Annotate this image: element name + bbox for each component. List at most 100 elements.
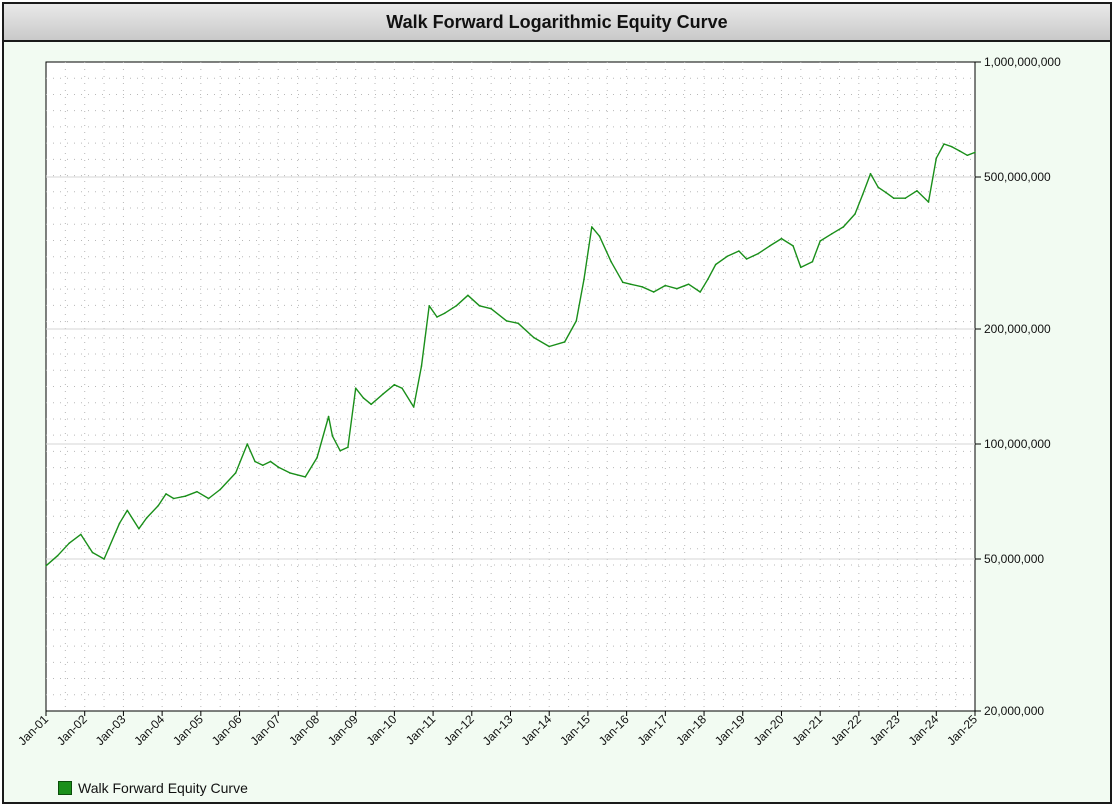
data-point bbox=[757, 252, 760, 255]
data-point bbox=[370, 403, 372, 406]
data-point bbox=[583, 278, 585, 281]
data-point bbox=[664, 284, 667, 287]
data-point bbox=[966, 154, 969, 157]
x-tick-label: Jan-23 bbox=[867, 712, 903, 748]
data-point bbox=[316, 457, 318, 459]
x-tick-label: Jan-09 bbox=[325, 712, 361, 748]
legend-label: Walk Forward Equity Curve bbox=[78, 780, 248, 796]
data-point bbox=[138, 527, 140, 530]
x-tick-label: Jan-13 bbox=[480, 712, 516, 748]
data-point bbox=[575, 320, 578, 322]
data-point bbox=[548, 345, 551, 348]
data-point bbox=[362, 397, 365, 399]
data-point bbox=[769, 245, 771, 247]
data-point bbox=[726, 255, 729, 258]
data-point bbox=[219, 488, 221, 491]
x-tick-label: Jan-08 bbox=[286, 712, 322, 748]
data-point bbox=[354, 387, 357, 389]
data-point bbox=[165, 493, 167, 495]
data-point bbox=[327, 415, 330, 418]
data-point bbox=[935, 157, 938, 159]
y-tick-label: 200,000,000 bbox=[984, 322, 1051, 336]
data-point bbox=[892, 197, 895, 199]
data-point bbox=[126, 509, 129, 512]
y-tick-label: 20,000,000 bbox=[984, 704, 1044, 718]
grid-dots bbox=[46, 62, 975, 711]
data-point bbox=[629, 283, 632, 286]
data-point bbox=[261, 464, 264, 467]
grid-lines bbox=[46, 176, 975, 560]
data-point bbox=[172, 497, 175, 500]
data-point bbox=[68, 542, 71, 544]
data-point bbox=[347, 446, 349, 449]
x-tick-label: Jan-18 bbox=[673, 712, 709, 748]
data-point bbox=[877, 186, 880, 189]
data-point bbox=[974, 151, 976, 154]
data-point bbox=[861, 193, 864, 196]
x-tick-label: Jan-01 bbox=[15, 712, 51, 748]
data-point bbox=[563, 341, 566, 343]
data-point bbox=[393, 383, 396, 386]
data-point bbox=[269, 460, 272, 463]
data-point bbox=[45, 564, 47, 567]
data-point bbox=[103, 558, 105, 560]
x-tick-label: Jan-17 bbox=[635, 712, 671, 748]
x-tick-label: Jan-05 bbox=[170, 712, 206, 748]
data-point bbox=[590, 226, 593, 228]
x-tick-label: Jan-22 bbox=[828, 712, 864, 748]
data-point bbox=[943, 143, 945, 145]
legend: Walk Forward Equity Curve bbox=[58, 780, 248, 796]
data-point bbox=[811, 260, 814, 263]
x-tick-label: Jan-25 bbox=[944, 712, 980, 748]
data-point bbox=[950, 145, 953, 148]
plot-area bbox=[45, 61, 976, 712]
data-point bbox=[455, 305, 458, 307]
data-point bbox=[927, 201, 930, 203]
y-tick-label: 50,000,000 bbox=[984, 552, 1044, 566]
data-point bbox=[246, 443, 249, 445]
data-point bbox=[91, 551, 94, 554]
data-point bbox=[738, 250, 740, 252]
data-point bbox=[304, 476, 307, 478]
data-point bbox=[443, 312, 446, 314]
data-point bbox=[676, 287, 678, 290]
x-tick-label: Jan-24 bbox=[906, 712, 942, 748]
data-point bbox=[490, 307, 492, 310]
x-tick-label: Jan-16 bbox=[596, 712, 632, 748]
data-point bbox=[420, 365, 423, 367]
data-point bbox=[854, 213, 856, 215]
data-point bbox=[869, 172, 872, 175]
data-point bbox=[277, 466, 280, 468]
data-point bbox=[289, 472, 291, 474]
data-point bbox=[145, 517, 148, 519]
data-point bbox=[412, 406, 415, 408]
data-point bbox=[958, 150, 961, 152]
data-point bbox=[401, 387, 403, 389]
x-tick-label: Jan-11 bbox=[403, 712, 438, 747]
data-point bbox=[207, 497, 210, 500]
x-tick-label: Jan-10 bbox=[364, 712, 400, 748]
x-tick-label: Jan-07 bbox=[248, 712, 284, 748]
data-point bbox=[699, 291, 701, 293]
data-point bbox=[916, 190, 918, 192]
data-point bbox=[436, 316, 438, 318]
data-point bbox=[598, 235, 601, 237]
x-tick-label: Jan-06 bbox=[209, 712, 245, 748]
data-point bbox=[56, 554, 59, 557]
data-point bbox=[381, 393, 384, 396]
data-point bbox=[157, 504, 160, 507]
x-tick-label: Jan-14 bbox=[518, 712, 554, 748]
x-axis: Jan-01 Jan-02 Jan-03 Jan-04 Jan-05 Jan-06 Jan-… bbox=[15, 711, 980, 748]
x-tick-label: Jan-20 bbox=[751, 712, 787, 748]
data-point bbox=[505, 320, 508, 322]
data-point bbox=[517, 322, 520, 325]
x-tick-label: Jan-04 bbox=[131, 712, 167, 748]
data-point bbox=[339, 449, 341, 452]
data-point bbox=[707, 278, 709, 281]
x-tick-label: Jan-19 bbox=[712, 712, 748, 748]
data-point bbox=[196, 490, 198, 493]
data-point bbox=[714, 263, 717, 266]
chart-title: Walk Forward Logarithmic Equity Curve bbox=[4, 4, 1110, 42]
x-tick-label: Jan-21 bbox=[789, 712, 825, 748]
